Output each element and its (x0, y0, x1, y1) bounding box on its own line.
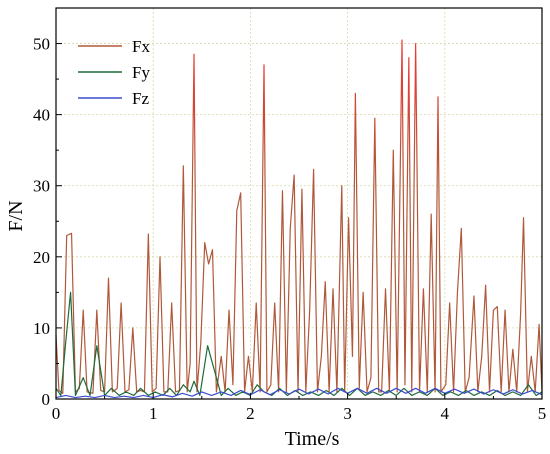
legend-label-fx: Fx (132, 37, 150, 56)
y-tick-label: 10 (33, 319, 50, 338)
legend: Fx Fy Fz (78, 37, 150, 108)
y-tick-label: 20 (33, 248, 50, 267)
series-line-fz (55, 387, 543, 399)
x-tick-label: 0 (52, 404, 61, 423)
x-tick-label: 4 (441, 404, 450, 423)
y-tick-label: 0 (42, 390, 51, 409)
x-tick-label: 3 (343, 404, 352, 423)
y-axis-label: F/N (5, 200, 27, 231)
grid (56, 8, 542, 399)
series-line-fx (55, 39, 543, 394)
y-tick-label: 40 (33, 106, 50, 125)
legend-label-fz: Fz (132, 89, 149, 108)
x-axis-label: Time/s (285, 428, 340, 449)
y-tick-label: 50 (33, 35, 50, 54)
legend-label-fy: Fy (132, 63, 150, 82)
x-tick-label: 5 (538, 404, 547, 423)
series-layer (55, 39, 543, 399)
y-tick-label: 30 (33, 177, 50, 196)
x-tick-label: 1 (149, 404, 158, 423)
x-tick-label: 2 (246, 404, 255, 423)
